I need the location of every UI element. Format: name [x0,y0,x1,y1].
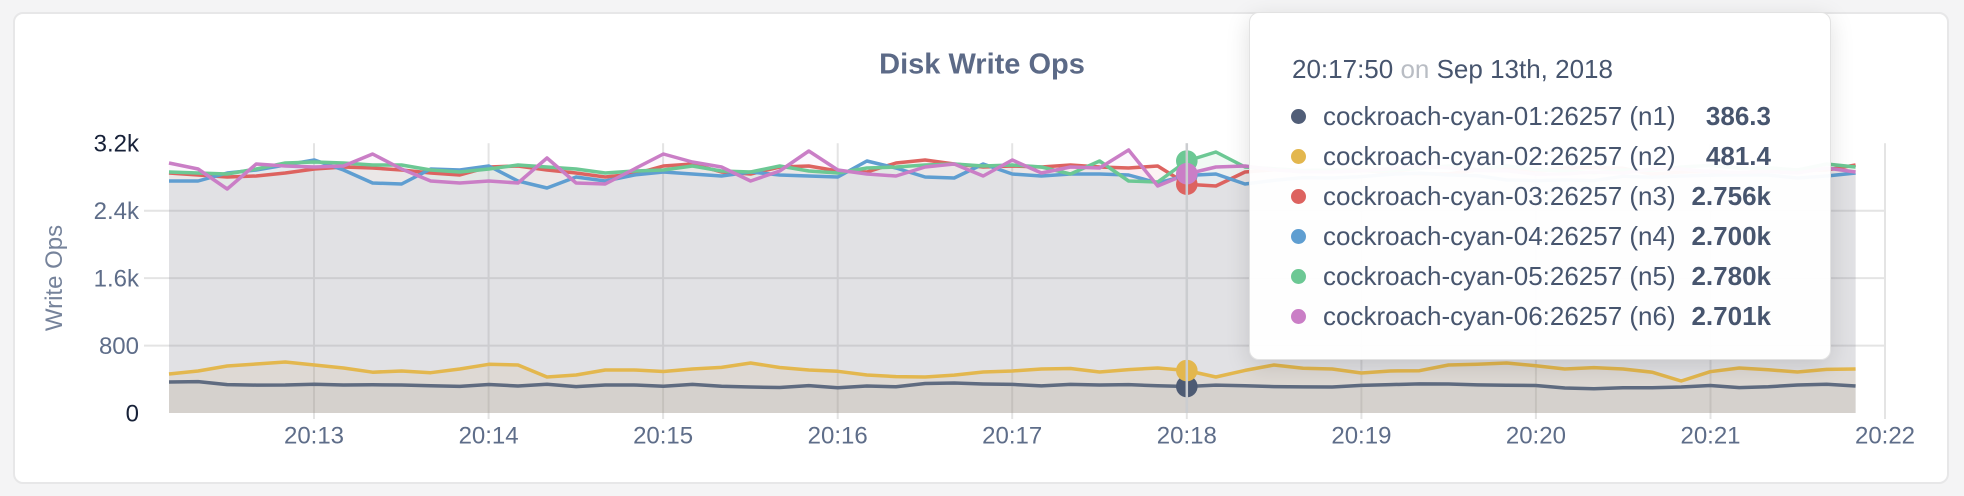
svg-text:20:15: 20:15 [633,423,693,450]
svg-text:20:18: 20:18 [1157,423,1217,450]
svg-text:Write Ops: Write Ops [41,225,68,331]
svg-text:20:19: 20:19 [1331,423,1391,450]
svg-text:1.6k: 1.6k [94,266,140,293]
svg-text:20:20: 20:20 [1506,423,1566,450]
svg-text:0: 0 [126,400,139,427]
svg-text:3.2k: 3.2k [94,131,140,158]
svg-text:20:21: 20:21 [1680,423,1740,450]
svg-text:20:22: 20:22 [1855,423,1915,450]
svg-text:20:13: 20:13 [284,423,344,450]
svg-text:800: 800 [99,333,139,360]
svg-text:20:16: 20:16 [808,423,868,450]
svg-text:Disk Write Ops: Disk Write Ops [879,49,1085,81]
svg-text:2.4k: 2.4k [94,198,140,225]
svg-text:20:14: 20:14 [459,423,519,450]
svg-text:20:17: 20:17 [982,423,1042,450]
